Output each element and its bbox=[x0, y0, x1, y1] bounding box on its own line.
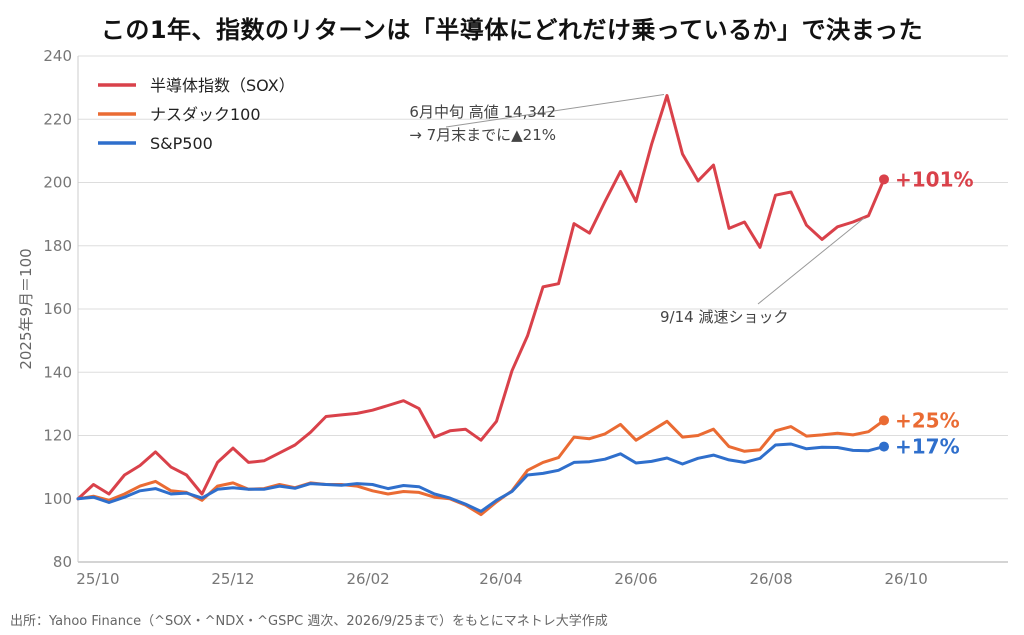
legend-label: ナスダック100 bbox=[150, 105, 261, 124]
annotation-text: 9/14 減速ショック bbox=[660, 308, 788, 326]
legend-label: 半導体指数（SOX） bbox=[150, 76, 295, 95]
x-tick-label: 26/06 bbox=[614, 570, 657, 588]
y-tick-label: 180 bbox=[43, 237, 72, 255]
annotation-text: 6月中旬 高値 14,342 bbox=[409, 103, 556, 121]
annotations: 6月中旬 高値 14,342 → 7月末までに▲21% 9/14 減速ショック bbox=[409, 94, 865, 326]
y-tick-label: 220 bbox=[43, 110, 72, 128]
y-tick-label: 120 bbox=[43, 427, 72, 445]
x-tick-label: 26/02 bbox=[346, 570, 389, 588]
series-lines: +101% +25% +17% bbox=[76, 94, 974, 517]
x-tick-label: 26/08 bbox=[749, 570, 792, 588]
annotation-leader bbox=[445, 94, 665, 128]
chart-title: この1年、指数のリターンは「半導体にどれだけ乗っているか」で決まった bbox=[100, 16, 924, 44]
x-tick-label: 25/12 bbox=[211, 570, 254, 588]
series-line bbox=[76, 442, 886, 513]
legend: 半導体指数（SOX） ナスダック100 S&P500 bbox=[98, 76, 295, 153]
annotation-leader bbox=[757, 217, 865, 305]
y-tick-label: 160 bbox=[43, 300, 72, 318]
legend-label: S&P500 bbox=[150, 134, 213, 153]
axes: 80 100 120 140 160 180 200 220 240 25/10 25/12 26/0… bbox=[17, 47, 1008, 588]
source-note: 出所：Yahoo Finance（^SOX・^NDX・^GSPC 週次、2026… bbox=[10, 614, 608, 629]
y-tick-label: 100 bbox=[43, 490, 72, 508]
y-tick-label: 240 bbox=[43, 47, 72, 65]
series-line bbox=[76, 94, 886, 501]
x-tick-label: 25/10 bbox=[76, 570, 119, 588]
end-point-marker bbox=[879, 441, 889, 452]
y-axis-label: 2025年9月＝100 bbox=[17, 248, 35, 369]
end-value-label: +101% bbox=[895, 167, 974, 191]
y-tick-label: 200 bbox=[43, 174, 72, 192]
x-tick-label: 26/10 bbox=[885, 570, 928, 588]
end-value-label: +25% bbox=[895, 408, 960, 432]
x-tick-label: 26/04 bbox=[479, 570, 522, 588]
end-value-label: +17% bbox=[895, 435, 960, 459]
y-tick-label: 140 bbox=[43, 363, 72, 381]
end-point-marker bbox=[879, 174, 889, 185]
y-tick-label: 80 bbox=[53, 553, 72, 571]
series-line bbox=[76, 418, 886, 517]
annotation-text: → 7月末までに▲21% bbox=[409, 126, 556, 144]
end-point-marker bbox=[879, 415, 889, 426]
